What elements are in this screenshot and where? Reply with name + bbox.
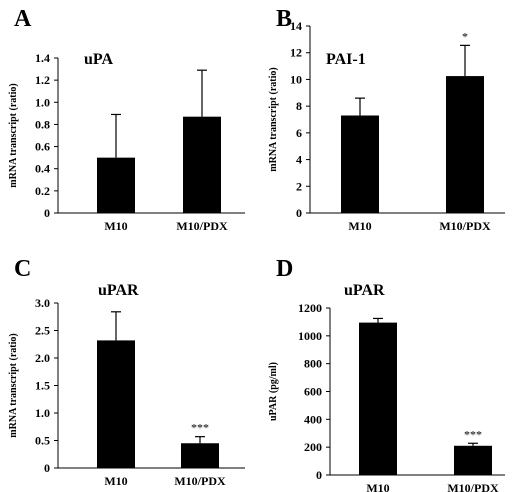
y-tick-label: 1000: [298, 329, 322, 343]
y-tick-label: 600: [304, 385, 322, 399]
category-label: M10: [104, 474, 127, 488]
y-tick-label: 1.2: [35, 73, 50, 87]
y-tick-label: 1200: [298, 301, 322, 315]
chart-title: uPA: [84, 51, 113, 68]
y-tick-label: 10: [290, 72, 302, 86]
bar: [359, 322, 397, 475]
y-tick-label: 4: [296, 153, 302, 167]
category-label: M10: [104, 219, 127, 233]
y-tick-label: 200: [304, 440, 322, 454]
chart-title: uPAR: [344, 282, 385, 299]
y-tick-label: 3.0: [35, 296, 50, 310]
panel-letter: A: [14, 6, 32, 32]
y-tick-label: 0: [44, 461, 50, 475]
y-tick-label: 2.0: [35, 351, 50, 365]
chart-title: uPAR: [98, 282, 139, 299]
bar: [454, 445, 492, 475]
y-tick-label: 1.5: [35, 379, 50, 393]
y-axis-label: uPAR (pg/ml): [268, 362, 279, 421]
category-label: M10/PDX: [447, 481, 499, 492]
significance-marker: ***: [191, 421, 209, 435]
panel-letter: D: [276, 256, 293, 282]
category-label: M10: [366, 481, 389, 492]
y-tick-label: 0.4: [35, 162, 50, 176]
y-tick-label: 800: [304, 357, 322, 371]
panel-letter: C: [14, 256, 31, 282]
bar: [97, 340, 135, 468]
significance-marker: *: [462, 29, 468, 43]
category-label: M10: [348, 219, 371, 233]
y-tick-label: 0: [296, 206, 302, 220]
y-tick-label: 2.5: [35, 324, 50, 338]
y-tick-label: 0.6: [35, 140, 50, 154]
y-tick-label: 0: [44, 206, 50, 220]
y-tick-label: 1.4: [35, 51, 50, 65]
y-tick-label: 14: [290, 19, 302, 33]
y-tick-label: 6: [296, 126, 302, 140]
category-label: M10/PDX: [174, 474, 226, 488]
y-axis-label: mRNA transcript (ratio): [8, 83, 19, 187]
y-axis-label: mRNA transcript (ratio): [8, 333, 19, 437]
y-tick-label: 400: [304, 412, 322, 426]
bar: [97, 157, 135, 213]
chart-panel-b: B PAI-1 mRNA transcript (ratio) 0 2 4 6 8 10 12 14…: [268, 6, 505, 233]
bar: [341, 115, 379, 213]
category-label: M10/PDX: [176, 219, 228, 233]
y-tick-label: 0: [316, 468, 322, 482]
y-tick-label: 12: [290, 46, 302, 60]
bar: [183, 116, 221, 213]
panel-letter: B: [276, 6, 292, 32]
y-tick-label: 1.0: [35, 95, 50, 109]
bar: [181, 443, 219, 468]
significance-marker: ***: [464, 427, 482, 441]
y-tick-label: 2: [296, 179, 302, 193]
y-tick-label: 1.0: [35, 406, 50, 420]
y-tick-label: 0.2: [35, 184, 50, 198]
category-label: M10/PDX: [439, 219, 491, 233]
chart-title: PAI-1: [326, 51, 366, 68]
y-axis-label: mRNA transcript (ratio): [268, 67, 279, 171]
y-tick-label: 8: [296, 99, 302, 113]
bar: [446, 76, 484, 213]
y-tick-label: 0.5: [35, 434, 50, 448]
y-tick-label: 0.8: [35, 117, 50, 131]
